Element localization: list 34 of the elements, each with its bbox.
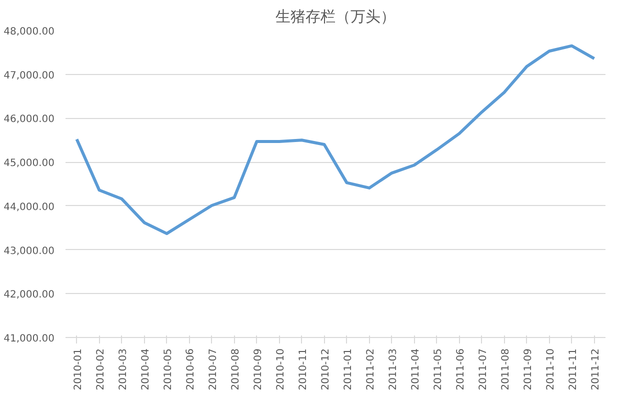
y-tick-label: 41,000.00	[4, 334, 55, 344]
y-tick-label: 48,000.00	[4, 26, 55, 38]
x-tick-label: 2011-10	[545, 348, 556, 390]
x-tick-label: 2011-06	[455, 348, 466, 390]
y-tick-label: 44,000.00	[4, 202, 55, 213]
y-tick-label: 43,000.00	[4, 246, 55, 257]
x-tick-label: 2011-11	[568, 348, 579, 390]
x-tick-label: 2011-02	[365, 348, 376, 390]
x-tick-label: 2010-11	[298, 348, 309, 390]
x-tick-label: 2011-07	[478, 348, 489, 390]
x-tick-label: 2010-12	[320, 348, 332, 390]
x-tick-label: 2010-04	[140, 348, 152, 390]
y-tick-label: 45,000.00	[4, 158, 55, 170]
x-tick-label: 2011-05	[432, 348, 444, 390]
x-tick-label: 2011-01	[342, 348, 354, 390]
y-tick-label: 46,000.00	[4, 114, 55, 126]
x-tick-label: 2011-12	[590, 348, 602, 390]
x-tick-label: 2011-03	[388, 348, 399, 390]
x-tick-label: 2010-02	[95, 348, 106, 390]
x-tick-label: 2010-03	[118, 348, 129, 390]
x-tick-label: 2010-01	[72, 348, 84, 390]
line-series	[75, 44, 596, 236]
x-tick-label: 2011-08	[500, 348, 512, 390]
x-tick-label: 2010-10	[275, 348, 286, 390]
x-tick-label: 2010-07	[208, 348, 219, 390]
x-tick-label: 2010-06	[185, 348, 196, 390]
chart-title: 生猪存栏（万头）	[276, 8, 396, 26]
x-tick-label: 2010-08	[230, 348, 242, 390]
x-tick-label: 2011-09	[522, 348, 534, 390]
x-tick-label: 2010-09	[252, 348, 264, 390]
x-tick-label: 2011-04	[410, 348, 422, 390]
y-tick-label: 47,000.00	[4, 70, 55, 82]
y-tick-label: 42,000.00	[4, 290, 55, 301]
x-tick-label: 2010-05	[162, 348, 174, 390]
